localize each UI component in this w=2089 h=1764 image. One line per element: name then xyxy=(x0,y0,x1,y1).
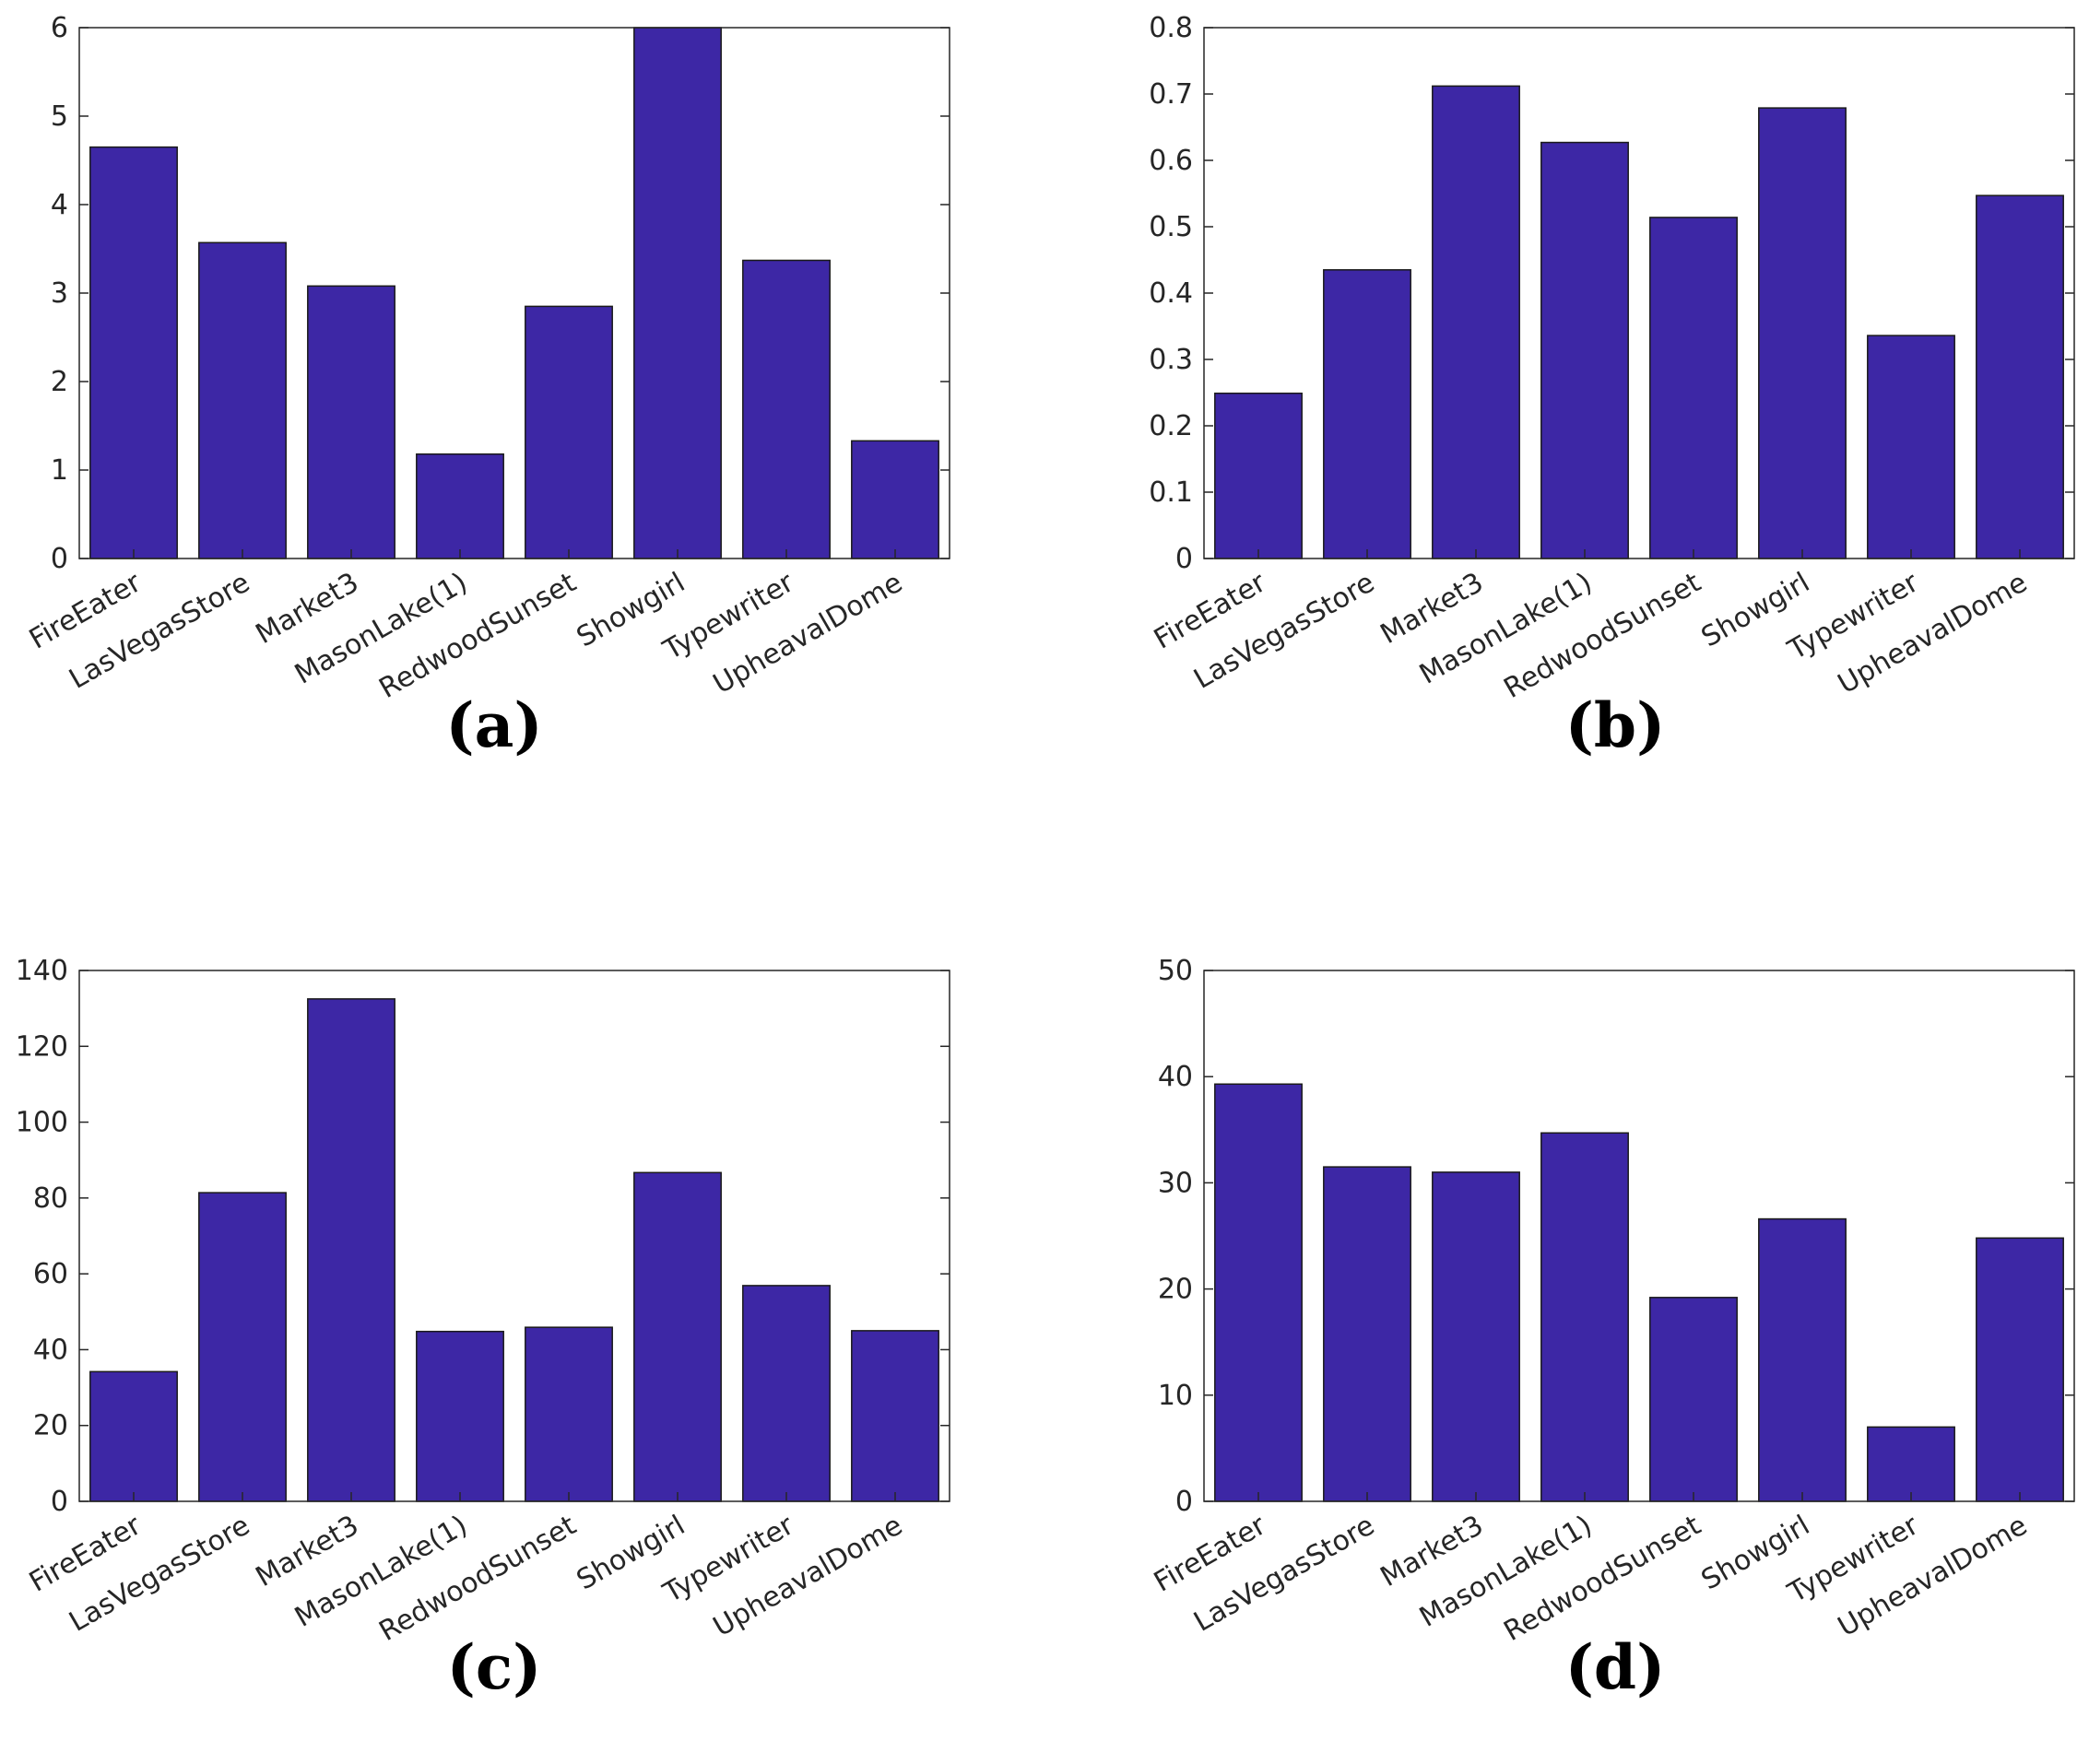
y-tick-label: 3 xyxy=(51,277,68,310)
x-tick-label: RedwoodSunset xyxy=(373,567,582,706)
bar-upheavaldome xyxy=(1976,1237,2064,1502)
bar-fireeater xyxy=(1214,392,1303,559)
bar-lasvegasstore xyxy=(198,1192,287,1502)
y-tick-label: 0.2 xyxy=(1149,410,1193,442)
bar-masonlake-1- xyxy=(416,453,504,559)
y-tick-label: 0.5 xyxy=(1149,211,1193,243)
axes-box xyxy=(78,970,950,1502)
x-tick-label: LasVegasStore xyxy=(1188,1510,1380,1639)
bar-market3 xyxy=(307,285,395,559)
chart-panel-b: 00.10.20.30.40.50.60.70.8FireEaterLasVeg… xyxy=(1149,12,2075,706)
y-tick-label: 0 xyxy=(51,1486,68,1518)
bar-market3 xyxy=(1432,85,1520,559)
bar-fireeater xyxy=(1214,1083,1303,1502)
x-tick-label: UpheavalDome xyxy=(708,567,908,701)
bar-redwoodsunset xyxy=(1649,1297,1738,1502)
y-tick-label: 5 xyxy=(51,100,68,133)
bar-masonlake-1- xyxy=(416,1330,504,1502)
y-tick-label: 100 xyxy=(16,1107,68,1139)
bar-fireeater xyxy=(89,1370,178,1502)
x-tick-label: RedwoodSunset xyxy=(1498,1510,1706,1649)
caption-a: (a) xyxy=(445,689,543,761)
chart-panel-a: 0123456FireEaterLasVegasStoreMarket3Maso… xyxy=(24,12,950,705)
x-tick-label: LasVegasStore xyxy=(64,1510,255,1639)
bar-redwoodsunset xyxy=(525,1326,613,1502)
y-tick-label: 20 xyxy=(33,1410,68,1442)
bar-market3 xyxy=(1432,1171,1520,1502)
bar-typewriter xyxy=(742,259,831,559)
y-tick-label: 0.7 xyxy=(1149,78,1193,111)
bar-redwoodsunset xyxy=(525,305,613,559)
y-tick-label: 60 xyxy=(33,1258,68,1290)
bar-typewriter xyxy=(742,1285,831,1502)
x-tick-label: UpheavalDome xyxy=(708,1510,908,1644)
x-tick-label: RedwoodSunset xyxy=(1498,567,1706,706)
y-tick-label: 0 xyxy=(51,543,68,575)
plot-area: 020406080100120140FireEaterLasVegasStore… xyxy=(16,955,950,1648)
y-tick-label: 0 xyxy=(1175,543,1193,575)
bar-lasvegasstore xyxy=(1323,1166,1411,1502)
bar-showgirl xyxy=(1758,1217,1847,1502)
bar-typewriter xyxy=(1867,1426,1955,1502)
bar-masonlake-1- xyxy=(1540,141,1629,559)
caption-d: (d) xyxy=(1564,1631,1666,1703)
chart-panel-d: 01020304050FireEaterLasVegasStoreMarket3… xyxy=(1149,955,2075,1649)
y-tick-label: 30 xyxy=(1158,1167,1193,1199)
y-tick-label: 40 xyxy=(1158,1061,1193,1093)
bar-showgirl xyxy=(633,27,722,559)
bar-masonlake-1- xyxy=(1540,1132,1629,1502)
y-tick-label: 10 xyxy=(1158,1380,1193,1412)
bar-upheavaldome xyxy=(851,1330,939,1502)
bar-typewriter xyxy=(1867,335,1955,559)
x-tick-label: UpheavalDome xyxy=(1833,567,2033,701)
bar-upheavaldome xyxy=(851,440,939,559)
y-tick-label: 120 xyxy=(16,1030,68,1063)
bar-lasvegasstore xyxy=(1323,269,1411,559)
bar-lasvegasstore xyxy=(198,241,287,559)
bar-showgirl xyxy=(1758,107,1847,559)
x-tick-label: LasVegasStore xyxy=(64,567,255,696)
y-tick-label: 2 xyxy=(51,366,68,398)
bar-market3 xyxy=(307,998,395,1502)
x-tick-label: UpheavalDome xyxy=(1833,1510,2033,1644)
y-tick-label: 1 xyxy=(51,454,68,487)
y-tick-label: 0.8 xyxy=(1149,12,1193,44)
y-tick-label: 40 xyxy=(33,1334,68,1366)
x-tick-label: RedwoodSunset xyxy=(373,1510,582,1649)
chart-panel-c: 020406080100120140FireEaterLasVegasStore… xyxy=(16,955,950,1648)
y-tick-label: 0.1 xyxy=(1149,476,1193,509)
y-tick-label: 20 xyxy=(1158,1274,1193,1306)
plot-area: 00.10.20.30.40.50.60.70.8FireEaterLasVeg… xyxy=(1149,12,2075,706)
bar-upheavaldome xyxy=(1976,194,2064,559)
plot-area: 0123456FireEaterLasVegasStoreMarket3Maso… xyxy=(24,12,950,705)
bar-fireeater xyxy=(89,146,178,559)
y-tick-label: 0.4 xyxy=(1149,277,1193,310)
y-tick-label: 0.6 xyxy=(1149,145,1193,177)
caption-b: (b) xyxy=(1564,689,1666,761)
y-tick-label: 80 xyxy=(33,1182,68,1215)
y-tick-label: 4 xyxy=(51,189,68,221)
y-tick-label: 0.3 xyxy=(1149,344,1193,376)
y-tick-label: 50 xyxy=(1158,955,1193,987)
bar-redwoodsunset xyxy=(1649,217,1738,559)
y-tick-label: 6 xyxy=(51,12,68,44)
plot-area: 01020304050FireEaterLasVegasStoreMarket3… xyxy=(1149,955,2075,1649)
axes-box xyxy=(1203,970,2075,1502)
bar-showgirl xyxy=(633,1171,722,1502)
caption-c: (c) xyxy=(446,1631,542,1703)
y-tick-label: 140 xyxy=(16,955,68,987)
x-tick-label: LasVegasStore xyxy=(1188,567,1380,696)
y-tick-label: 0 xyxy=(1175,1486,1193,1518)
